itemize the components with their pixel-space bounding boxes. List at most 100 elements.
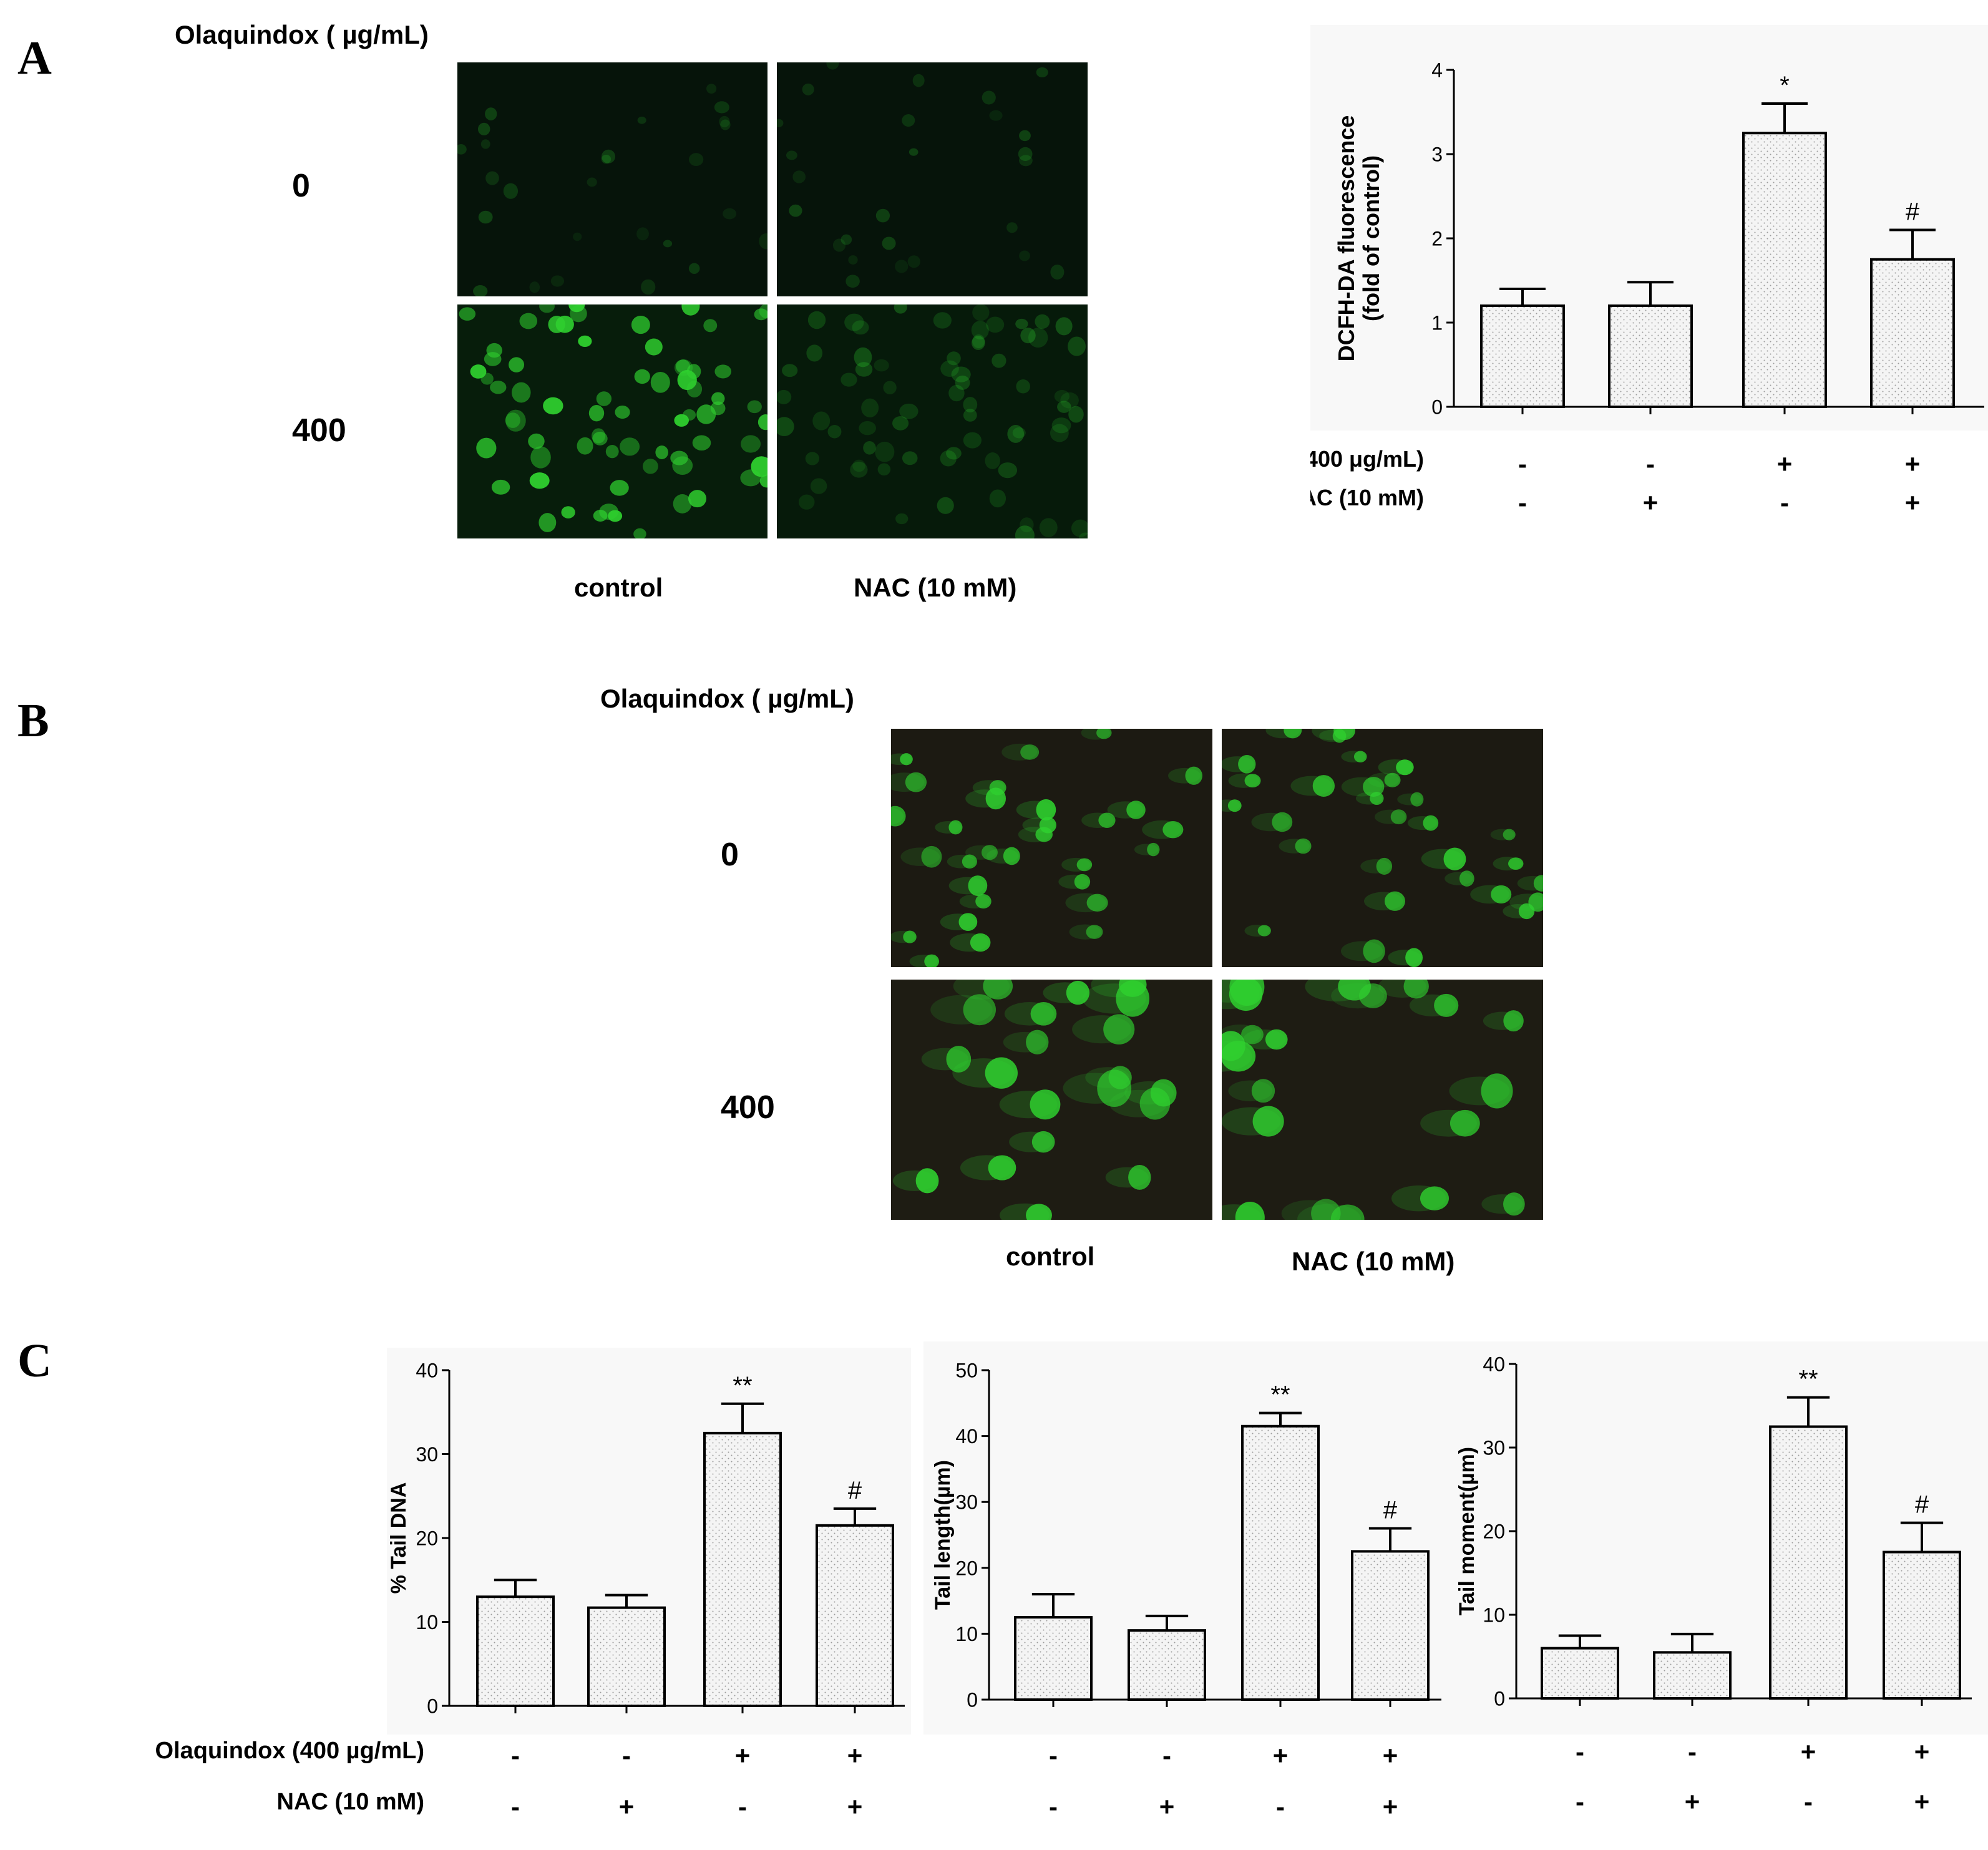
cell <box>1030 1001 1057 1026</box>
cell <box>674 414 689 427</box>
olaquindox-sign: - <box>1646 449 1655 479</box>
cell <box>485 171 499 185</box>
cell <box>903 930 917 943</box>
cell <box>895 513 909 525</box>
cell <box>1363 777 1385 797</box>
olaquindox-sign: + <box>1273 1741 1289 1770</box>
cell <box>1015 318 1028 329</box>
cell <box>1012 427 1026 439</box>
cell <box>1018 147 1033 161</box>
cell <box>792 170 806 183</box>
cell <box>1227 799 1242 812</box>
olaquindox-sign: - <box>1518 449 1527 479</box>
cell <box>573 232 582 241</box>
cell <box>711 392 725 406</box>
bar <box>703 1431 782 1707</box>
bar <box>1128 1629 1206 1701</box>
cell <box>883 381 897 395</box>
cell <box>620 437 640 456</box>
cell <box>1054 389 1070 403</box>
y-axis-label: DCFH-DA fluorescence <box>1333 115 1359 362</box>
panel-a-col-label-control: control <box>574 573 663 602</box>
cell <box>948 820 963 835</box>
y-tick-label: 10 <box>955 1623 978 1645</box>
cell <box>1410 792 1424 807</box>
cell <box>714 364 732 379</box>
y-tick-label: 50 <box>955 1360 978 1382</box>
panel-b-col-label-control: control <box>1006 1242 1095 1271</box>
nac-sign: - <box>1518 488 1527 517</box>
cell <box>963 994 996 1026</box>
cell <box>754 308 767 321</box>
cell <box>528 433 545 449</box>
cell <box>592 431 608 445</box>
cell <box>548 316 565 333</box>
nac-sign: - <box>738 1792 747 1821</box>
cell <box>855 362 873 377</box>
significance-marker: ** <box>733 1372 752 1400</box>
chart-tail-dna: 0 10 20 30 40 - - - + ** + - # + + % Tail DNA Olaquindox… <box>155 1348 911 1821</box>
cell <box>1007 425 1025 443</box>
bar <box>1883 1551 1961 1700</box>
cell <box>1533 875 1543 892</box>
cell <box>530 446 551 469</box>
cell <box>937 497 954 514</box>
cell <box>1068 336 1086 356</box>
cell <box>587 177 597 187</box>
cell <box>703 319 718 333</box>
cell <box>1020 517 1034 533</box>
cell <box>1068 406 1084 423</box>
cell <box>577 437 593 455</box>
cell <box>1295 838 1312 854</box>
cell <box>1086 893 1108 912</box>
cell <box>1257 925 1271 937</box>
cell <box>861 398 879 417</box>
cell <box>921 845 942 868</box>
cell <box>692 435 711 450</box>
cell <box>1284 729 1302 739</box>
cell <box>852 320 869 335</box>
significance-marker: # <box>848 1477 862 1504</box>
cell <box>985 1057 1018 1089</box>
cell <box>1096 729 1112 739</box>
cell <box>529 281 540 293</box>
y-tick-label: 3 <box>1431 144 1443 166</box>
cell <box>951 366 971 382</box>
cell <box>844 313 864 331</box>
nac-row-label: NAC (10 mM) <box>1310 485 1424 510</box>
cell <box>529 472 550 489</box>
olaquindox-sign: + <box>847 1741 863 1770</box>
olaquindox-row-label: Olaquindox (400 µg/mL) <box>155 1738 425 1764</box>
cell <box>1481 1073 1513 1109</box>
cell <box>947 351 961 366</box>
cell <box>1396 759 1414 776</box>
significance-marker: * <box>1780 72 1790 99</box>
cell <box>806 344 823 362</box>
cell <box>810 478 827 494</box>
micrograph-b-control-400 <box>891 980 1212 1220</box>
y-axis-label: % Tail DNA <box>387 1482 411 1594</box>
nac-sign: - <box>1276 1792 1285 1821</box>
cell <box>859 421 876 436</box>
cell <box>863 441 876 455</box>
cell <box>940 450 957 467</box>
cell <box>561 506 575 518</box>
nac-sign: + <box>1905 488 1921 517</box>
cell <box>1503 1192 1525 1216</box>
nac-sign: + <box>1643 488 1659 517</box>
panel-a-concentration-title: Olaquindox ( µg/mL) <box>175 20 429 49</box>
cell <box>714 101 729 114</box>
cell <box>1028 328 1048 348</box>
cell <box>958 913 978 931</box>
y-tick-label: 0 <box>427 1695 438 1718</box>
cell <box>1403 980 1429 999</box>
cell <box>907 255 920 268</box>
panel-a-row-label-0: 0 <box>292 168 310 204</box>
cell <box>895 260 909 273</box>
cell <box>841 372 857 387</box>
cell <box>1162 821 1184 839</box>
cell <box>1050 265 1065 280</box>
micrograph-a-nac-400 <box>777 304 1088 538</box>
cell <box>1006 222 1018 233</box>
cell <box>758 414 767 431</box>
